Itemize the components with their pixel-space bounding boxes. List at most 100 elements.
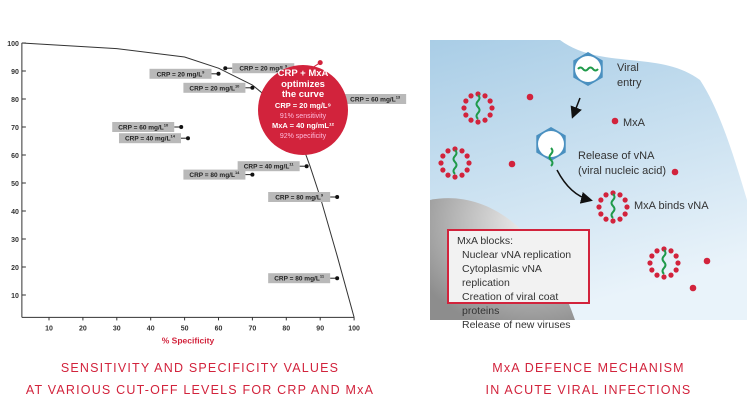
point-label-bg (112, 122, 175, 132)
point-label: CRP = 80 mg/L14 (189, 170, 240, 179)
point-label-bg (232, 63, 295, 74)
rna-icon (610, 193, 616, 219)
release-line: (viral nucleic acid) (578, 165, 667, 177)
rna-icon (452, 149, 458, 175)
point-label-bg (268, 273, 331, 284)
point-label: CRP = 60 mg/L10 (118, 123, 169, 132)
mxa-dot (622, 197, 628, 203)
x-tick-label: 80 (282, 325, 290, 332)
mxa-dot (466, 160, 472, 166)
data-point (223, 66, 228, 71)
virus-core (538, 131, 564, 157)
mxa-dot (654, 248, 660, 254)
point-ref: 9 (285, 64, 288, 69)
mxa-dot (461, 105, 467, 111)
mxa-protein-dot (671, 168, 679, 176)
mxa-dot (673, 253, 679, 259)
data-point (250, 172, 255, 177)
mxa-dot (649, 253, 655, 259)
highlight-text: CRP = 20 mg/L⁹ (275, 101, 332, 110)
chart-caption-line: SENSITIVITY AND SPECIFICITY VALUES (60, 361, 340, 375)
mxa-dot (463, 98, 469, 104)
point-ref: 9 (321, 193, 324, 198)
mxa-dot (675, 260, 681, 266)
mxa-dot (647, 260, 653, 266)
point-ref: 14 (171, 134, 176, 139)
highlight-text: CRP + MxA (278, 68, 329, 79)
highlight-text: MxA = 40 ng/mL¹² (272, 121, 335, 130)
point-label-bg (183, 82, 246, 93)
point-ref: 14 (235, 170, 240, 175)
mxa-dot (668, 272, 674, 278)
mxa-protein-dot (689, 284, 697, 292)
y-tick-label: 50 (11, 181, 19, 188)
block-item: Nuclear vNA replication (462, 249, 572, 261)
entry-arrow (570, 97, 582, 119)
mxa-dot (482, 93, 488, 99)
mxa-dot (440, 153, 446, 159)
mxa-dot (610, 218, 616, 224)
mxa-dot (598, 197, 604, 203)
mxa-dot (603, 192, 609, 198)
block-item: Cytoplasmic vNA replication (462, 263, 542, 289)
mxa-dot (452, 174, 458, 180)
mxa-dot (649, 267, 655, 273)
diagram-caption: MxA DEFENCE MECHANISM IN ACUTE VIRAL INFE… (430, 357, 747, 401)
point-label: CRP = 20 mg/L9 (239, 64, 288, 73)
x-tick-label: 30 (113, 325, 121, 332)
mxa-dot (487, 98, 493, 104)
point-label: CRP = 20 mg/L9 (157, 69, 206, 78)
chart-caption-line: AT VARIOUS CUT-OFF LEVELS FOR CRP AND Mx… (25, 383, 375, 397)
data-point (304, 164, 309, 169)
point-label-bg (268, 192, 331, 202)
point-ref: 13 (396, 95, 401, 100)
mxa-dot (654, 272, 660, 278)
mxa-protein-dot (703, 257, 711, 265)
mxa-protein-dot (508, 160, 516, 168)
x-tick-label: 50 (181, 325, 189, 332)
mxa-dot (603, 216, 609, 222)
mxa-dot (475, 119, 481, 125)
y-tick-label: 100 (7, 41, 19, 48)
mxa-dot (482, 117, 488, 123)
highlight-bubble (258, 65, 348, 155)
mxa-dot (668, 248, 674, 254)
point-ref: 9 (202, 69, 205, 74)
mxa-dot (464, 167, 470, 173)
mxa-protein-dot (611, 117, 619, 125)
point-label: CRP = 20 mg/L10 (189, 83, 240, 92)
binds-label: MxA binds vNA (634, 200, 709, 212)
mxa-dot (489, 105, 495, 111)
point-label: CRP = 60 mg/L13 (350, 95, 401, 104)
point-label: CRP = 80 mg/L11 (274, 274, 325, 283)
viral-entry-label: Viral entry (617, 61, 641, 91)
data-point (335, 195, 340, 199)
highlight-text: the curve (282, 89, 324, 100)
mxa-dot (622, 211, 628, 217)
point-label: CRP = 80 mg/L9 (275, 193, 324, 202)
data-point (335, 276, 340, 281)
point-label-bg (237, 161, 300, 172)
data-point (179, 125, 184, 129)
mxa-dot (445, 172, 451, 178)
diagram-caption-line: MxA DEFENCE MECHANISM (492, 361, 685, 375)
mxa-blocks-box: MxA blocks: Nuclear vNA replication Cyto… (447, 229, 590, 331)
point-ref: 10 (164, 123, 169, 128)
y-tick-label: 40 (11, 209, 19, 216)
mxa-dot (440, 167, 446, 173)
highlight-text: 92% specificity (280, 133, 327, 140)
mxa-dot (459, 172, 465, 178)
x-axis-label: % Specificity (162, 335, 215, 345)
mxa-dot (624, 204, 630, 210)
mxa-label: MxA (623, 117, 645, 129)
x-tick-label: 60 (215, 325, 223, 332)
viral-entry-line: Viral (617, 62, 639, 74)
y-tick-label: 60 (11, 153, 19, 160)
mxa-dot (596, 204, 602, 210)
y-tick-label: 70 (11, 125, 19, 132)
rna-icon (548, 147, 554, 167)
mxa-dot (617, 192, 623, 198)
mxa-dot (598, 211, 604, 217)
